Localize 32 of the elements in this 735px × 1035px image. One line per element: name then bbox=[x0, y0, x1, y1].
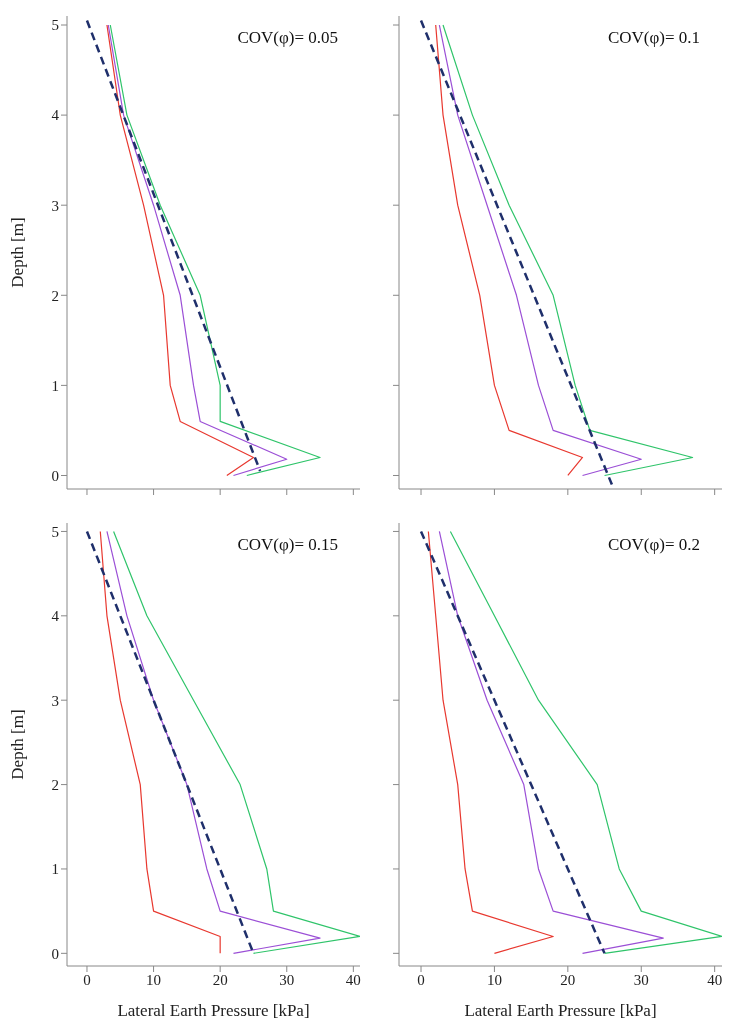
y-tick-label: 5 bbox=[51, 17, 59, 34]
x-tick-label: 30 bbox=[279, 971, 295, 988]
annotation: COV(φ)= 0.15 bbox=[237, 535, 338, 555]
y-tick-label: 2 bbox=[51, 776, 59, 793]
y-tick-label: 4 bbox=[51, 608, 60, 625]
y-tick-label: 4 bbox=[51, 107, 60, 124]
x-tick-label: 10 bbox=[486, 971, 502, 988]
y-tick-label: 5 bbox=[51, 523, 59, 540]
x-tick-label: 30 bbox=[633, 971, 649, 988]
x-tick-label: 10 bbox=[146, 971, 162, 988]
y-tick-label: 3 bbox=[51, 692, 59, 709]
x-tick-label: 40 bbox=[707, 971, 723, 988]
y-tick-label: 1 bbox=[51, 377, 59, 394]
line-series bbox=[113, 530, 360, 954]
y-tick-label: 0 bbox=[51, 467, 59, 484]
y-tick-label: 1 bbox=[51, 861, 59, 878]
x-tick-label: 20 bbox=[560, 971, 576, 988]
y-tick-label: 2 bbox=[51, 287, 59, 304]
x-axis-title: Lateral Earth Pressure [kPa] bbox=[117, 1001, 310, 1020]
x-tick-label: 0 bbox=[83, 971, 91, 988]
y-tick-label: 3 bbox=[51, 197, 59, 214]
annotation: COV(φ)= 0.2 bbox=[607, 535, 700, 555]
x-tick-label: 0 bbox=[417, 971, 425, 988]
x-axis-title: Lateral Earth Pressure [kPa] bbox=[464, 1001, 657, 1020]
y-axis-title: Depth [m] bbox=[8, 217, 28, 288]
x-tick-label: 40 bbox=[345, 971, 361, 988]
line-series bbox=[99, 530, 221, 954]
x-tick-label: 20 bbox=[212, 971, 228, 988]
annotation: COV(φ)= 0.05 bbox=[237, 28, 338, 48]
y-axis-title: Depth [m] bbox=[8, 709, 28, 780]
y-tick-label: 0 bbox=[51, 945, 59, 962]
annotation: COV(φ)= 0.1 bbox=[607, 28, 700, 48]
